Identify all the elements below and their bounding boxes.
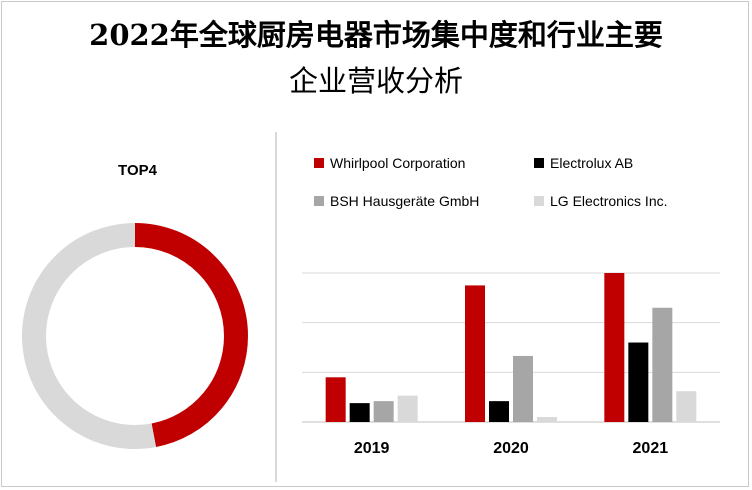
title-line-1: 2022年全球厨房电器市场集中度和行业主要 xyxy=(89,18,663,52)
donut-chart xyxy=(22,223,248,449)
legend-label-0: Whirlpool Corporation xyxy=(330,155,465,171)
title-line-2: 企业营收分析 xyxy=(288,64,463,98)
legend-swatch-1 xyxy=(534,158,544,168)
donut-title: TOP4 xyxy=(118,162,157,179)
bar-2020-3 xyxy=(537,417,557,422)
legend-swatch-3 xyxy=(534,196,544,206)
chart-title: 2022年全球厨房电器市场集中度和行业主要 企业营收分析 xyxy=(0,12,752,104)
bar-2020-2 xyxy=(513,355,533,422)
bar-2021-2 xyxy=(652,307,673,422)
bar-2019-1 xyxy=(349,403,370,422)
bar-2021-3 xyxy=(676,391,697,422)
x-tick-label-2021: 2021 xyxy=(633,440,669,457)
bar-2019-0 xyxy=(325,377,346,422)
bar-2019-2 xyxy=(373,401,394,422)
donut-slice-1 xyxy=(22,223,248,449)
bar-2019-3 xyxy=(397,395,418,422)
bar-2021-0 xyxy=(604,273,625,422)
legend-label-1: Electrolux AB xyxy=(550,155,633,171)
bar-chart: Whirlpool Corporation Electrolux AB BSH Ha… xyxy=(302,155,720,457)
legend-swatch-2 xyxy=(314,196,324,206)
bar-2021-1 xyxy=(628,342,649,422)
legend-swatch-0 xyxy=(314,158,324,168)
x-tick-label-2019: 2019 xyxy=(354,440,390,457)
panel-divider xyxy=(275,132,277,482)
bar-2020-0 xyxy=(465,285,485,422)
legend-label-2: BSH Hausgeräte GmbH xyxy=(330,193,479,209)
legend-label-3: LG Electronics Inc. xyxy=(550,193,668,209)
bar-2020-1 xyxy=(489,401,509,422)
x-tick-label-2020: 2020 xyxy=(493,440,529,457)
